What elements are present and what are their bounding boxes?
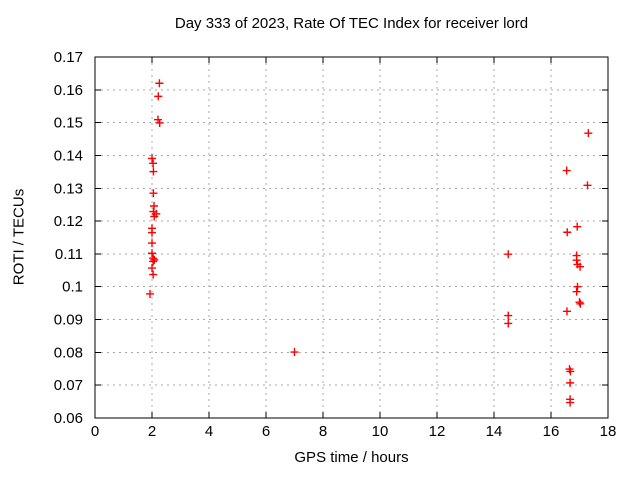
x-tick-label: 8 xyxy=(319,423,327,440)
data-point-marker xyxy=(566,398,575,407)
y-tick-label: 0.16 xyxy=(54,82,83,99)
data-point-marker xyxy=(148,228,156,237)
data-point-marker xyxy=(562,166,571,175)
data-point-marker xyxy=(572,256,581,265)
y-tick-label: 0.11 xyxy=(55,246,83,263)
data-point-marker xyxy=(150,212,159,221)
data-point-marker xyxy=(572,287,581,296)
data-point-marker xyxy=(563,228,572,237)
data-point-marker xyxy=(573,282,582,291)
x-tick-label: 12 xyxy=(429,423,446,440)
data-point-marker xyxy=(148,154,156,163)
y-tick-label: 0.09 xyxy=(54,312,83,329)
x-tick-label: 0 xyxy=(91,423,99,440)
y-tick-label: 0.08 xyxy=(54,344,83,361)
y-tick-label: 0.13 xyxy=(54,180,83,197)
data-point-marker xyxy=(584,129,593,138)
y-tick-label: 0.06 xyxy=(54,410,83,427)
x-tick-label: 18 xyxy=(600,423,617,440)
y-tick-label: 0.14 xyxy=(54,147,83,164)
data-point-marker xyxy=(149,257,158,266)
y-tick-label: 0.15 xyxy=(54,115,83,132)
data-point-marker xyxy=(504,250,513,259)
data-point-marker xyxy=(148,264,156,273)
data-point-marker xyxy=(504,311,513,320)
data-point-marker xyxy=(148,239,156,248)
data-point-marker xyxy=(155,118,164,127)
data-point-marker xyxy=(576,262,585,271)
data-point-marker xyxy=(149,159,158,168)
y-tick-label: 0.1 xyxy=(62,279,83,296)
data-point-marker xyxy=(149,270,158,279)
y-tick-label: 0.07 xyxy=(54,377,83,394)
data-point-marker xyxy=(149,189,158,198)
data-point-marker xyxy=(566,367,575,376)
data-point-marker xyxy=(150,255,159,264)
data-point-marker xyxy=(583,181,592,190)
data-point-marker xyxy=(504,319,513,328)
chart-title: Day 333 of 2023, Rate Of TEC Index for r… xyxy=(174,15,529,32)
y-tick-label: 0.17 xyxy=(54,49,83,66)
data-point-marker xyxy=(149,167,158,176)
x-tick-label: 6 xyxy=(262,423,270,440)
x-tick-label: 4 xyxy=(205,423,213,440)
x-tick-label: 14 xyxy=(486,423,503,440)
x-tick-label: 16 xyxy=(543,423,560,440)
data-point-marker xyxy=(155,79,164,88)
data-point-marker xyxy=(562,307,571,316)
data-point-marker xyxy=(148,249,156,258)
data-point-marker xyxy=(566,378,575,387)
data-point-marker xyxy=(576,299,585,308)
data-point-marker xyxy=(154,92,163,101)
data-point-marker xyxy=(146,289,155,298)
data-point-marker xyxy=(575,298,584,307)
plot-border xyxy=(94,56,609,419)
x-tick-label: 10 xyxy=(372,423,389,440)
x-tick-label: 2 xyxy=(148,423,156,440)
data-point-marker xyxy=(290,348,299,357)
data-point-marker xyxy=(573,222,582,231)
y-tick-label: 0.12 xyxy=(54,213,83,230)
x-axis-label: GPS time / hours xyxy=(294,449,409,466)
